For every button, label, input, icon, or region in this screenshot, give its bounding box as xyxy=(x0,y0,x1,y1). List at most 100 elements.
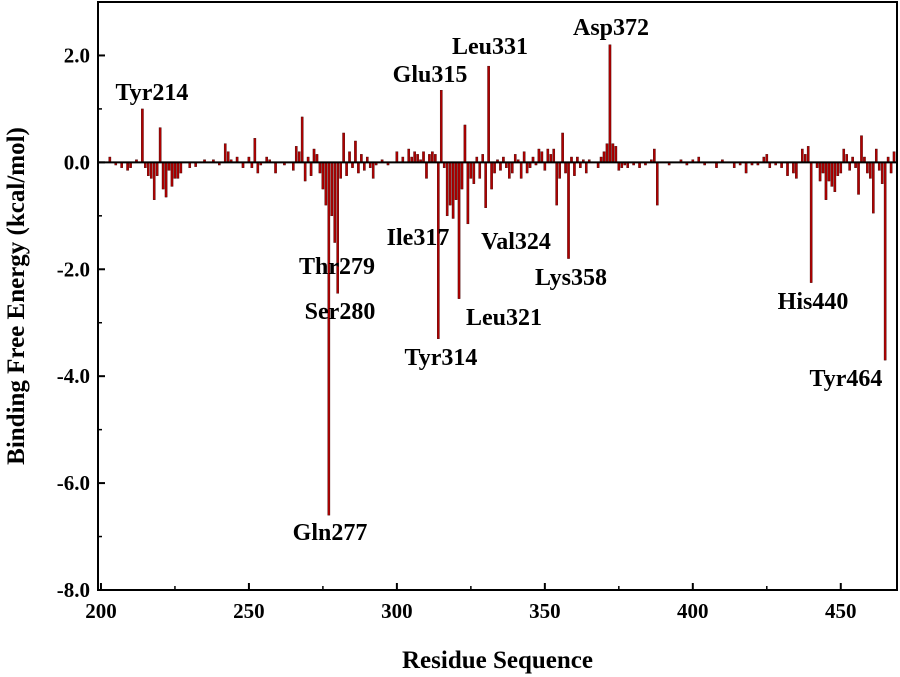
y-axis: 2.0 0.0 -2.0 -4.0 -6.0 -8.0 xyxy=(57,1,105,602)
bar-residue-282 xyxy=(342,132,345,163)
bar-residue-326 xyxy=(472,162,476,184)
bar-residue-354 xyxy=(555,162,558,206)
bar-residue-286 xyxy=(354,140,357,163)
bar-residue-438 xyxy=(803,154,807,163)
bar-residue-460 xyxy=(869,162,872,179)
bar-residue-459 xyxy=(866,162,869,174)
y-tick-label: -4.0 xyxy=(57,364,90,388)
bar-residue-281 xyxy=(339,162,342,179)
bar-residue-462 xyxy=(874,148,878,163)
bar-residue-219 xyxy=(155,162,159,176)
bar-residue-310 xyxy=(425,162,428,179)
bar-residue-226 xyxy=(176,162,180,179)
bar-residue-319 xyxy=(451,162,455,219)
bar-residue-243 xyxy=(226,151,230,163)
y-axis-title: Binding Free Energy (kcal/mol) xyxy=(3,127,30,465)
x-axis: 200 250 300 350 400 450 xyxy=(85,583,857,623)
annotation-thr279: Thr279 xyxy=(299,254,375,280)
bar-residue-333 xyxy=(493,162,496,174)
bar-residue-348 xyxy=(537,148,541,163)
bar-residue-432 xyxy=(786,162,789,176)
bar-residue-434 xyxy=(792,162,795,174)
bar-residue-465 xyxy=(883,162,887,361)
bar-residue-339 xyxy=(510,162,514,174)
bar-residue-225 xyxy=(173,162,177,179)
bar-residue-343 xyxy=(522,151,526,163)
y-tick-label: 2.0 xyxy=(64,43,90,67)
bar-residue-329 xyxy=(481,154,485,163)
bar-residue-344 xyxy=(525,162,529,174)
bar-residue-217 xyxy=(149,162,153,179)
annotation-gln277: Gln277 xyxy=(293,520,368,546)
bar-residue-463 xyxy=(877,162,881,171)
bar-residue-324 xyxy=(466,162,470,225)
bar-residue-318 xyxy=(448,162,452,206)
bar-residue-360 xyxy=(573,162,576,176)
bar-residue-322 xyxy=(460,162,464,190)
bar-residue-278 xyxy=(330,162,334,217)
bar-residue-312 xyxy=(431,151,434,163)
bar-residue-214 xyxy=(141,108,144,163)
bar-residue-351 xyxy=(546,148,550,163)
annotation-glu315: Glu315 xyxy=(393,62,468,88)
bar-residue-461 xyxy=(872,162,875,214)
x-tick-label: 300 xyxy=(381,599,413,623)
bar-residue-209 xyxy=(126,162,129,171)
bar-residue-449 xyxy=(836,162,840,176)
bar-residue-227 xyxy=(179,162,183,174)
bar-residue-452 xyxy=(845,154,848,163)
annotation-leu321: Leu321 xyxy=(466,305,542,331)
bar-residue-259 xyxy=(274,162,277,174)
bar-residue-325 xyxy=(469,162,473,179)
bar-residue-317 xyxy=(445,162,449,217)
bar-residue-277 xyxy=(327,162,331,516)
bar-residue-253 xyxy=(256,162,260,174)
y-tick-label: 0.0 xyxy=(64,150,90,174)
bar-residue-338 xyxy=(508,162,511,179)
bar-residue-443 xyxy=(818,162,822,182)
bar-residue-332 xyxy=(490,162,493,190)
bar-residue-274 xyxy=(318,162,322,174)
bar-residue-451 xyxy=(842,148,846,163)
bar-residue-342 xyxy=(519,162,523,179)
bar-residue-269 xyxy=(303,162,307,182)
bar-residue-440 xyxy=(809,162,813,283)
bar-residue-289 xyxy=(363,162,366,171)
bar-residue-447 xyxy=(830,162,834,187)
annotation-lys358: Lys358 xyxy=(535,265,607,291)
annotation-val324: Val324 xyxy=(481,229,551,255)
bar-residue-252 xyxy=(253,138,257,163)
annotation-tyr314: Tyr314 xyxy=(405,345,478,371)
bar-residue-307 xyxy=(416,154,419,163)
bar-residue-387 xyxy=(653,148,656,163)
bar-residue-467 xyxy=(889,162,893,174)
bars-group xyxy=(108,44,896,516)
bar-residue-448 xyxy=(833,162,837,192)
bar-residue-364 xyxy=(584,162,588,174)
bar-residue-340 xyxy=(513,154,517,163)
bar-residue-355 xyxy=(558,162,561,179)
bar-residue-320 xyxy=(454,162,458,200)
bar-residue-279 xyxy=(333,162,337,243)
x-axis-title: Residue Sequence xyxy=(402,647,593,674)
bar-residue-356 xyxy=(561,132,564,163)
bar-residue-457 xyxy=(860,135,863,163)
bar-residue-444 xyxy=(821,162,825,174)
x-tick-label: 250 xyxy=(233,599,265,623)
bar-residue-288 xyxy=(360,154,363,163)
bar-residue-373 xyxy=(611,143,615,163)
bar-residue-223 xyxy=(167,162,171,171)
bar-residue-435 xyxy=(795,162,798,179)
bar-residue-453 xyxy=(848,162,851,171)
y-tick-label: -2.0 xyxy=(57,257,90,281)
bar-residue-445 xyxy=(824,162,828,200)
bar-residue-315 xyxy=(439,89,443,163)
bar-residue-283 xyxy=(345,162,348,176)
bar-residue-271 xyxy=(309,162,313,176)
bar-residue-266 xyxy=(294,146,298,163)
bar-residue-446 xyxy=(827,162,831,182)
bar-residue-425 xyxy=(765,154,769,163)
bar-residue-374 xyxy=(614,146,618,163)
